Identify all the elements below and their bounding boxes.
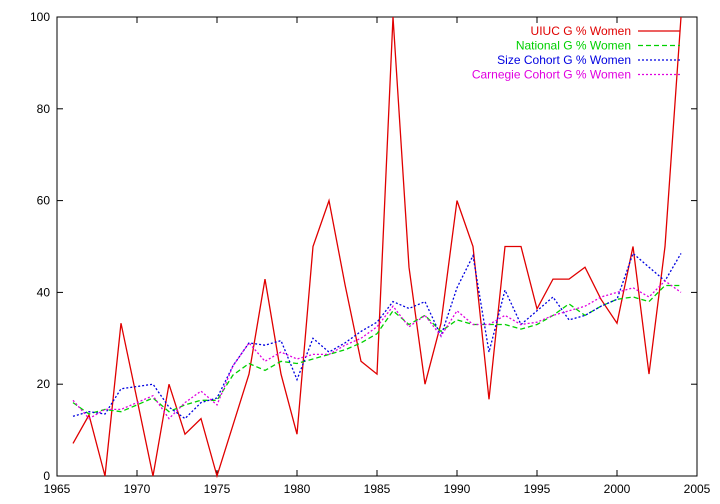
x-tick-label: 1995 [524, 482, 551, 496]
series-line-3 [72, 252, 682, 420]
x-tick-label: 1985 [364, 482, 391, 496]
x-tick-label: 1970 [124, 482, 151, 496]
x-tick-label: 1990 [444, 482, 471, 496]
y-tick-label: 0 [43, 469, 50, 483]
y-tick-label: 60 [37, 194, 51, 208]
legend-label-3: Size Cohort G % Women [497, 53, 631, 67]
axis-ticks: 1965 1970 1975 1980 1985 1990 1995 2000 2005 0 20 4… [30, 10, 711, 496]
legend-label-2: National G % Women [516, 39, 631, 53]
y-tick-label: 20 [37, 377, 51, 391]
series-line-2 [72, 284, 681, 415]
legend-label-4: Carnegie Cohort G % Women [472, 68, 631, 82]
y-tick-label: 100 [30, 10, 50, 24]
x-tick-label: 1965 [44, 482, 71, 496]
plot-frame [56, 16, 698, 477]
y-tick-label: 80 [37, 102, 51, 116]
series-lines [72, 16, 682, 479]
x-tick-label: 2005 [684, 482, 711, 496]
series-line-4 [72, 280, 682, 420]
x-tick-label: 1975 [204, 482, 231, 496]
legend-label-1: UIUC G % Women [531, 24, 631, 38]
y-tick-label: 40 [37, 285, 51, 299]
x-tick-label: 1980 [284, 482, 311, 496]
series-line-1 [72, 16, 682, 479]
x-tick-label: 2000 [604, 482, 631, 496]
